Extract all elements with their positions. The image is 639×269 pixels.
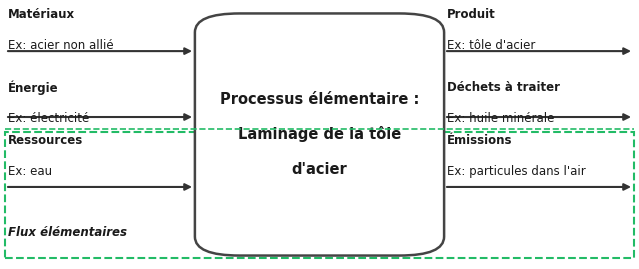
Text: Flux élémentaires: Flux élémentaires	[8, 226, 127, 239]
Bar	[5, 132, 634, 258]
Text: Matériaux: Matériaux	[8, 8, 75, 21]
FancyBboxPatch shape	[195, 13, 444, 256]
Text: Émissions: Émissions	[447, 134, 513, 147]
Text: Ex: acier non allié: Ex: acier non allié	[8, 39, 113, 52]
Text: d'acier: d'acier	[291, 162, 348, 177]
Text: Processus élémentaire :: Processus élémentaire :	[220, 92, 419, 107]
Text: Énergie: Énergie	[8, 81, 58, 95]
Text: Ex: eau: Ex: eau	[8, 165, 52, 178]
Text: Laminage de la tôle: Laminage de la tôle	[238, 126, 401, 143]
Text: Déchets à traiter: Déchets à traiter	[447, 81, 560, 94]
Text: Produit: Produit	[447, 8, 496, 21]
Text: Ex: tôle d'acier: Ex: tôle d'acier	[447, 39, 535, 52]
Text: Ex: huile minérale: Ex: huile minérale	[447, 112, 555, 125]
Text: Ex: particules dans l'air: Ex: particules dans l'air	[447, 165, 586, 178]
Text: Ex: électricité: Ex: électricité	[8, 112, 89, 125]
Text: Ressources: Ressources	[8, 134, 83, 147]
